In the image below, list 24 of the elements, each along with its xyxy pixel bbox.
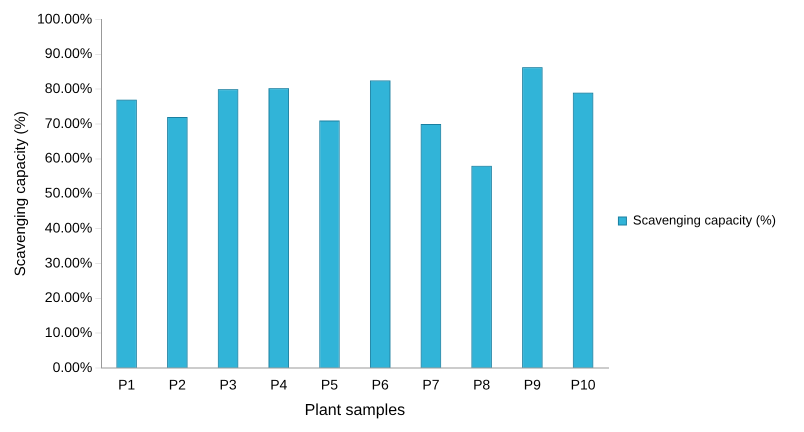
y-axis-title: Scavenging capacity (%) <box>12 111 30 276</box>
y-tick-label: 70.00% <box>44 114 92 131</box>
y-tick-label: 60.00% <box>44 150 92 166</box>
y-tick-label: 50.00% <box>44 184 92 201</box>
x-tick-label: P3 <box>219 376 237 392</box>
x-tick-label: P7 <box>422 376 440 392</box>
y-tick-label: 0.00% <box>52 358 92 375</box>
x-tick-label: P6 <box>372 376 389 392</box>
x-tick-label: P1 <box>118 376 136 392</box>
y-tick-label: 80.00% <box>44 80 92 96</box>
y-tick-label: 40.00% <box>44 219 92 236</box>
x-tick-label: P8 <box>473 376 490 392</box>
x-tick-label: P9 <box>524 376 542 392</box>
y-tick-label: 30.00% <box>44 254 92 270</box>
x-tick-label: P2 <box>168 376 186 392</box>
y-tick-label: 10.00% <box>44 324 92 340</box>
x-tick-label: P4 <box>270 376 288 392</box>
y-tick-label: 90.00% <box>44 45 92 62</box>
legend-label: Scavenging capacity (%) <box>632 212 776 228</box>
y-tick-label: 20.00% <box>44 289 92 306</box>
x-tick-label: P5 <box>320 376 338 392</box>
y-tick-label: 100.00% <box>36 10 92 26</box>
x-axis-title: Plant samples <box>304 402 406 419</box>
x-tick-label: P10 <box>570 376 596 392</box>
